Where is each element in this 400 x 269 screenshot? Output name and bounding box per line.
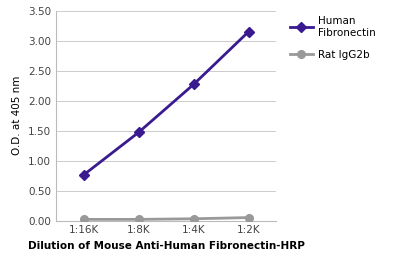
Rat IgG2b	[136, 218, 141, 221]
Human
Fibronectin	[191, 83, 196, 86]
Rat IgG2b	[191, 217, 196, 220]
Legend: Human
Fibronectin, Rat IgG2b: Human Fibronectin, Rat IgG2b	[290, 16, 376, 60]
Line: Human
Fibronectin: Human Fibronectin	[80, 28, 252, 179]
Y-axis label: O.D. at 405 nm: O.D. at 405 nm	[12, 76, 22, 155]
Human
Fibronectin	[246, 30, 251, 33]
Human
Fibronectin	[81, 174, 86, 177]
Rat IgG2b	[81, 218, 86, 221]
X-axis label: Dilution of Mouse Anti-Human Fibronectin-HRP: Dilution of Mouse Anti-Human Fibronectin…	[28, 241, 304, 251]
Human
Fibronectin	[136, 131, 141, 134]
Line: Rat IgG2b: Rat IgG2b	[80, 214, 252, 223]
Rat IgG2b	[246, 216, 251, 219]
